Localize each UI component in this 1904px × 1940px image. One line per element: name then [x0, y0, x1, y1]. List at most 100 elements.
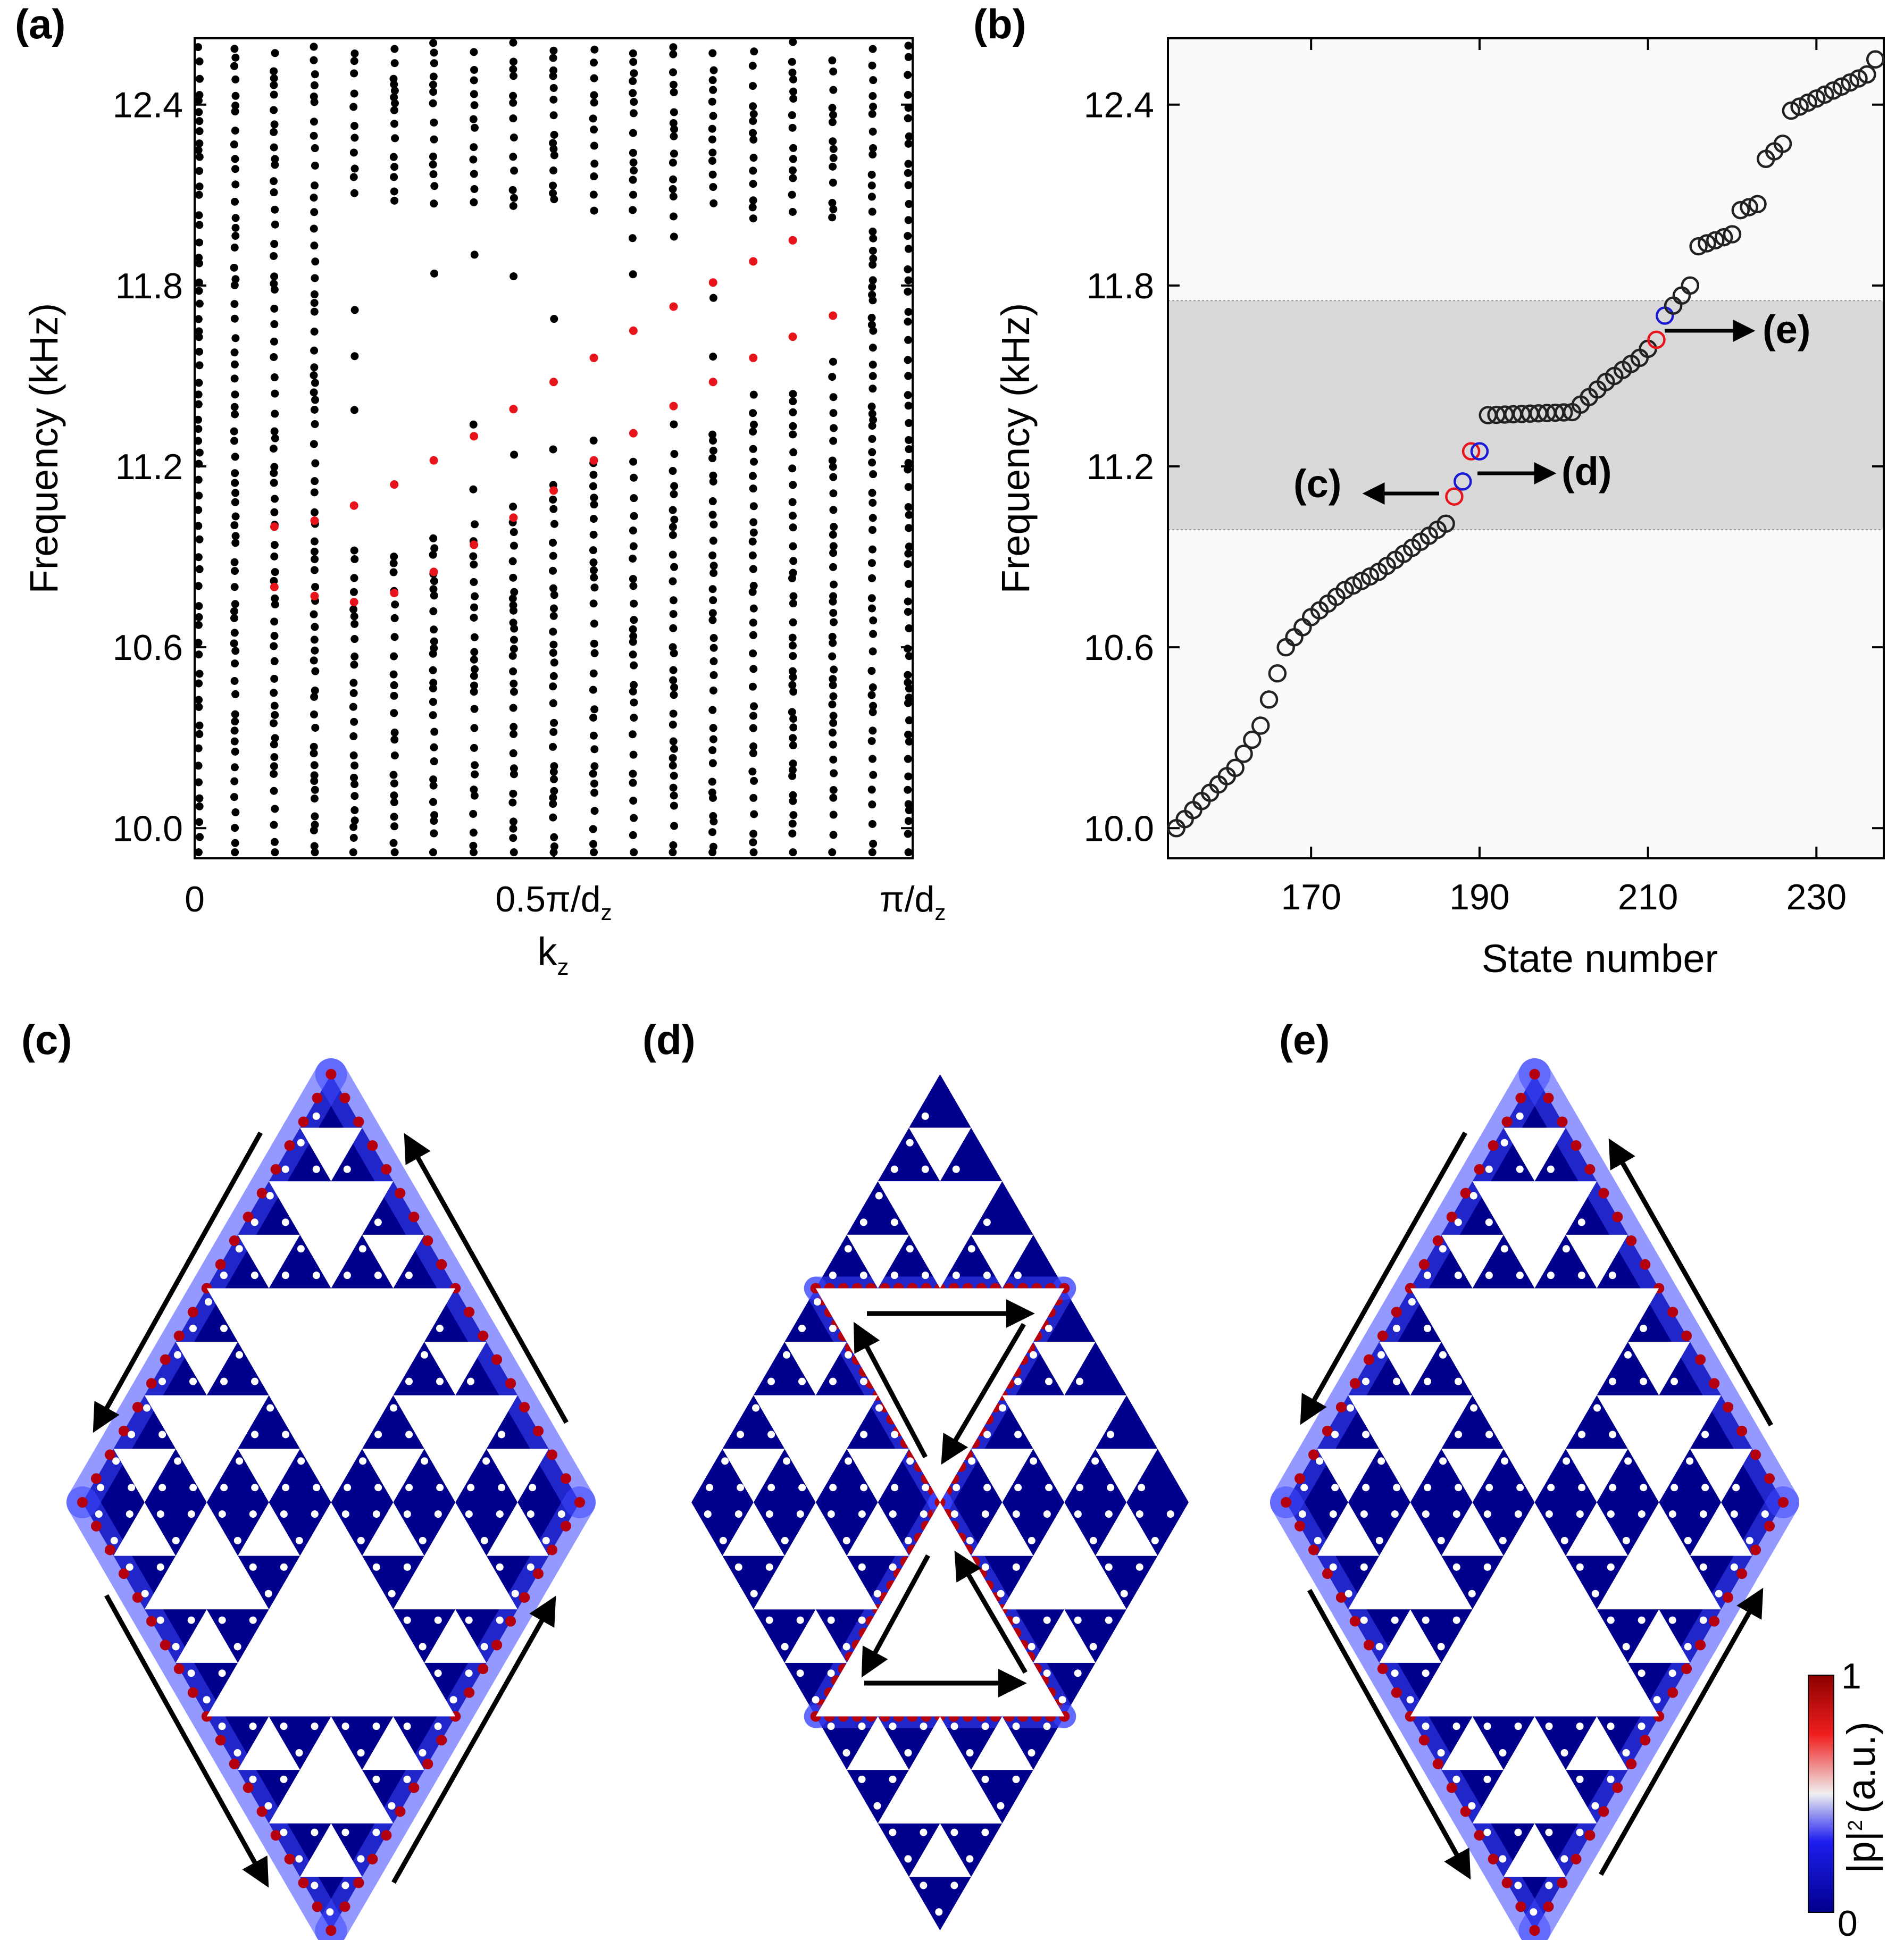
bulk-point	[195, 74, 204, 83]
bulk-point	[270, 821, 278, 829]
bulk-point	[869, 372, 877, 380]
lattice-hole	[1469, 1245, 1477, 1253]
lattice-hole	[328, 1298, 336, 1306]
bulk-point	[789, 592, 798, 600]
bulk-point	[390, 779, 398, 788]
lattice-hole	[1516, 1112, 1524, 1120]
hotspot	[1460, 1806, 1471, 1817]
bulk-point	[195, 565, 204, 573]
lattice-hole	[1563, 1404, 1571, 1412]
lattice-hole	[937, 1404, 945, 1412]
lattice-hole	[858, 1563, 866, 1571]
bulk-point	[195, 361, 204, 370]
bulk-point	[310, 405, 319, 414]
edge-point	[429, 456, 438, 465]
bulk-point	[869, 416, 878, 424]
lattice-hole	[1578, 1431, 1586, 1439]
hotspot	[1571, 1140, 1582, 1151]
lattice-hole	[1671, 1484, 1678, 1492]
lattice-hole	[357, 1643, 365, 1651]
hotspot	[1377, 1663, 1388, 1675]
lattice-hole	[341, 1775, 349, 1783]
lattice-hole	[1624, 1298, 1632, 1306]
bulk-point	[350, 406, 358, 414]
bulk-point	[669, 754, 677, 762]
lattice-hole	[405, 1377, 413, 1385]
lattice-hole	[1107, 1484, 1115, 1492]
bulk-point	[830, 769, 838, 777]
lattice-hole	[922, 1431, 930, 1439]
lattice-hole	[1468, 1696, 1476, 1704]
lattice-hole	[1469, 1298, 1477, 1306]
lattice-hole	[312, 1165, 320, 1173]
lattice-hole	[827, 1722, 835, 1730]
lattice-hole	[156, 1563, 164, 1571]
lattice-hole	[1439, 1245, 1447, 1253]
lattice-hole	[966, 1643, 974, 1651]
lattice-hole	[1135, 1563, 1143, 1571]
edge-point	[429, 567, 438, 576]
bulk-point	[670, 490, 678, 498]
lattice-hole	[1105, 1616, 1113, 1624]
bulk-point	[231, 390, 239, 399]
bulk-point	[590, 573, 598, 582]
bulk-point	[669, 577, 677, 586]
lattice-hole	[158, 1377, 166, 1385]
lattice-hole	[1347, 1457, 1355, 1465]
state-marker	[1799, 93, 1817, 112]
bulk-point	[589, 599, 598, 608]
state-marker	[1243, 730, 1262, 749]
bulk-point	[231, 75, 240, 83]
bulk-point	[231, 600, 239, 608]
fractal-hole	[176, 1342, 238, 1395]
bulk-point	[867, 594, 876, 603]
fractal-hole	[878, 1716, 1003, 1824]
bulk-point	[590, 74, 598, 82]
lattice-hole	[812, 1590, 820, 1598]
lattice-hole	[1593, 1457, 1601, 1465]
lattice-hole	[1012, 1563, 1020, 1571]
bulk-point	[629, 770, 637, 778]
bulk-point	[629, 831, 637, 839]
bulk-point	[230, 558, 239, 566]
lattice-hole	[737, 1431, 745, 1439]
bulk-point	[868, 800, 876, 809]
fractal-hole	[847, 1502, 909, 1556]
lattice-hole	[1607, 1775, 1615, 1783]
bulk-point	[788, 69, 797, 77]
bulk-point	[867, 691, 876, 699]
bulk-point	[589, 546, 597, 555]
lattice-hole	[1591, 1590, 1599, 1598]
bulk-point	[590, 500, 598, 509]
lattice-hole	[390, 1404, 398, 1412]
lattice-hole	[1360, 1510, 1368, 1518]
lattice-hole	[235, 1298, 243, 1306]
bulk-point	[904, 90, 912, 99]
lattice-hole	[527, 1563, 535, 1571]
hotspot	[1418, 1259, 1430, 1270]
hotspot	[436, 1735, 447, 1746]
lattice-hole	[1422, 1510, 1430, 1518]
bulk-point	[749, 649, 757, 658]
lattice-hole	[372, 1616, 380, 1624]
bulk-point	[749, 428, 757, 436]
bulk-point	[669, 610, 678, 618]
lattice-hole	[187, 1563, 195, 1571]
lattice-hole	[264, 1590, 272, 1598]
lattice-hole	[328, 1404, 336, 1412]
lattice-hole	[1393, 1484, 1401, 1492]
lattice-hole	[1012, 1722, 1020, 1730]
state-marker	[1832, 77, 1851, 96]
bulk-point	[271, 600, 279, 609]
lattice-hole	[844, 1351, 852, 1359]
bulk-point	[709, 596, 717, 605]
bulk-point	[510, 624, 519, 633]
bulk-point	[629, 457, 638, 466]
bulk-point	[590, 206, 598, 215]
bulk-point	[231, 197, 239, 206]
bulk-point	[311, 848, 319, 857]
lattice-hole	[1012, 1616, 1020, 1624]
lattice-hole	[1560, 1590, 1568, 1598]
edge-point	[270, 582, 279, 591]
field-map-c	[66, 1058, 596, 1940]
